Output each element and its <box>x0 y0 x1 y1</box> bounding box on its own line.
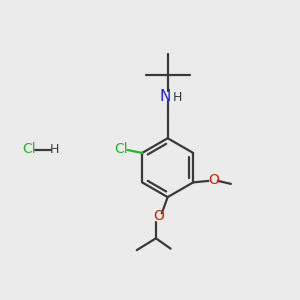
Text: Cl: Cl <box>22 142 36 156</box>
Text: H: H <box>50 142 59 156</box>
Text: Cl: Cl <box>114 142 128 156</box>
Text: O: O <box>153 209 164 223</box>
Text: O: O <box>208 173 219 187</box>
Text: H: H <box>173 92 182 104</box>
Text: N: N <box>160 88 171 104</box>
